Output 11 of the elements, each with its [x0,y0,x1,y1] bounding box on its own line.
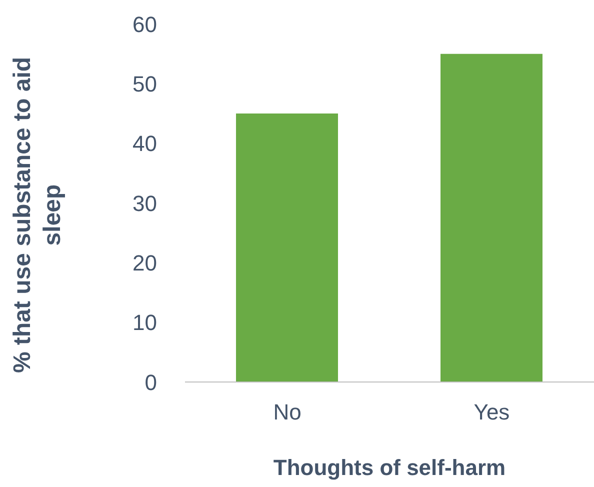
x-axis-title: Thoughts of self-harm [273,455,506,480]
y-tick-label: 0 [144,370,157,395]
y-axis-title: % that use substance to aid sleep [8,56,67,376]
y-tick-label: 50 [132,71,157,96]
x-tick-label: Yes [474,400,510,425]
y-tick-label: 10 [132,310,157,336]
y-tick-label: 30 [132,190,157,216]
y-tick-label: 40 [132,131,157,156]
x-tick-label: No [273,400,302,425]
y-tick-label: 60 [132,12,157,37]
y-tick-label: 20 [132,250,157,276]
